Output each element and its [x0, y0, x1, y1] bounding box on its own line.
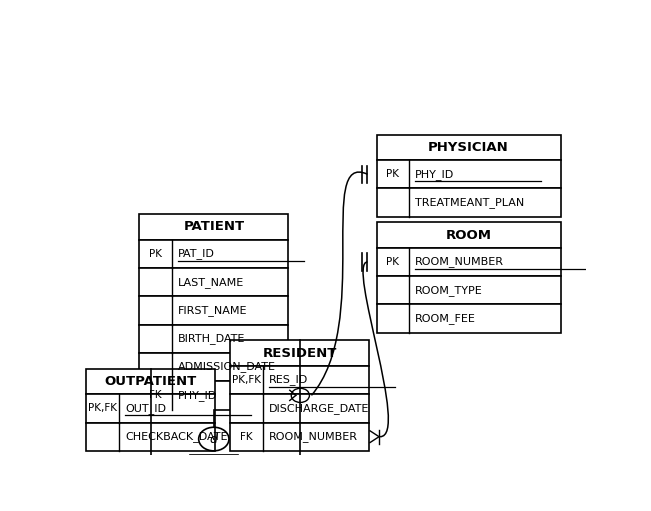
Text: PHY_ID: PHY_ID	[415, 169, 454, 180]
Text: PK,FK: PK,FK	[89, 403, 117, 413]
Bar	[87, 368, 215, 394]
Bar	[139, 214, 288, 240]
Text: LAST_NAME: LAST_NAME	[178, 276, 245, 288]
Bar	[376, 134, 561, 160]
Text: PHY_ID: PHY_ID	[178, 390, 217, 401]
Bar	[230, 366, 369, 394]
Bar	[87, 423, 215, 451]
Bar	[139, 353, 288, 381]
Text: OUT_ID: OUT_ID	[125, 403, 166, 414]
Bar	[376, 222, 561, 248]
Text: RESIDENT: RESIDENT	[262, 346, 337, 360]
Bar	[139, 381, 288, 409]
Text: FK: FK	[240, 432, 253, 442]
Bar	[139, 268, 288, 296]
Bar	[376, 248, 561, 276]
Bar	[230, 423, 369, 451]
Bar	[230, 394, 369, 423]
Text: RES_ID: RES_ID	[269, 375, 309, 385]
Bar	[376, 189, 561, 217]
Text: ROOM: ROOM	[445, 228, 492, 242]
Text: PK: PK	[387, 169, 400, 179]
Text: ROOM_TYPE: ROOM_TYPE	[415, 285, 483, 296]
Bar	[376, 305, 561, 333]
Bar	[139, 324, 288, 353]
Text: d: d	[210, 432, 217, 446]
Text: ROOM_NUMBER: ROOM_NUMBER	[269, 431, 358, 442]
Bar	[230, 340, 369, 366]
Bar	[376, 160, 561, 189]
Text: CHECKBACK_DATE: CHECKBACK_DATE	[125, 431, 228, 442]
Text: PK: PK	[149, 249, 162, 259]
Bar	[139, 296, 288, 324]
Text: BIRTH_DATE: BIRTH_DATE	[178, 333, 245, 344]
Bar	[139, 240, 288, 268]
Text: FK: FK	[150, 390, 162, 401]
Text: ROOM_NUMBER: ROOM_NUMBER	[415, 257, 505, 267]
Text: PHYSICIAN: PHYSICIAN	[428, 141, 509, 154]
Text: DISCHARGE_DATE: DISCHARGE_DATE	[269, 403, 369, 414]
Text: PK: PK	[387, 257, 400, 267]
Text: FIRST_NAME: FIRST_NAME	[178, 305, 248, 316]
Text: ROOM_FEE: ROOM_FEE	[415, 313, 477, 324]
Bar	[376, 276, 561, 305]
Bar	[87, 394, 215, 423]
Text: PAT_ID: PAT_ID	[178, 248, 215, 259]
Text: PATIENT: PATIENT	[183, 220, 244, 234]
Text: TREATMEANT_PLAN: TREATMEANT_PLAN	[415, 197, 525, 208]
Text: PK,FK: PK,FK	[232, 375, 261, 385]
Text: OUTPATIENT: OUTPATIENT	[105, 375, 197, 388]
Text: ADMISSION_DATE: ADMISSION_DATE	[178, 362, 276, 373]
